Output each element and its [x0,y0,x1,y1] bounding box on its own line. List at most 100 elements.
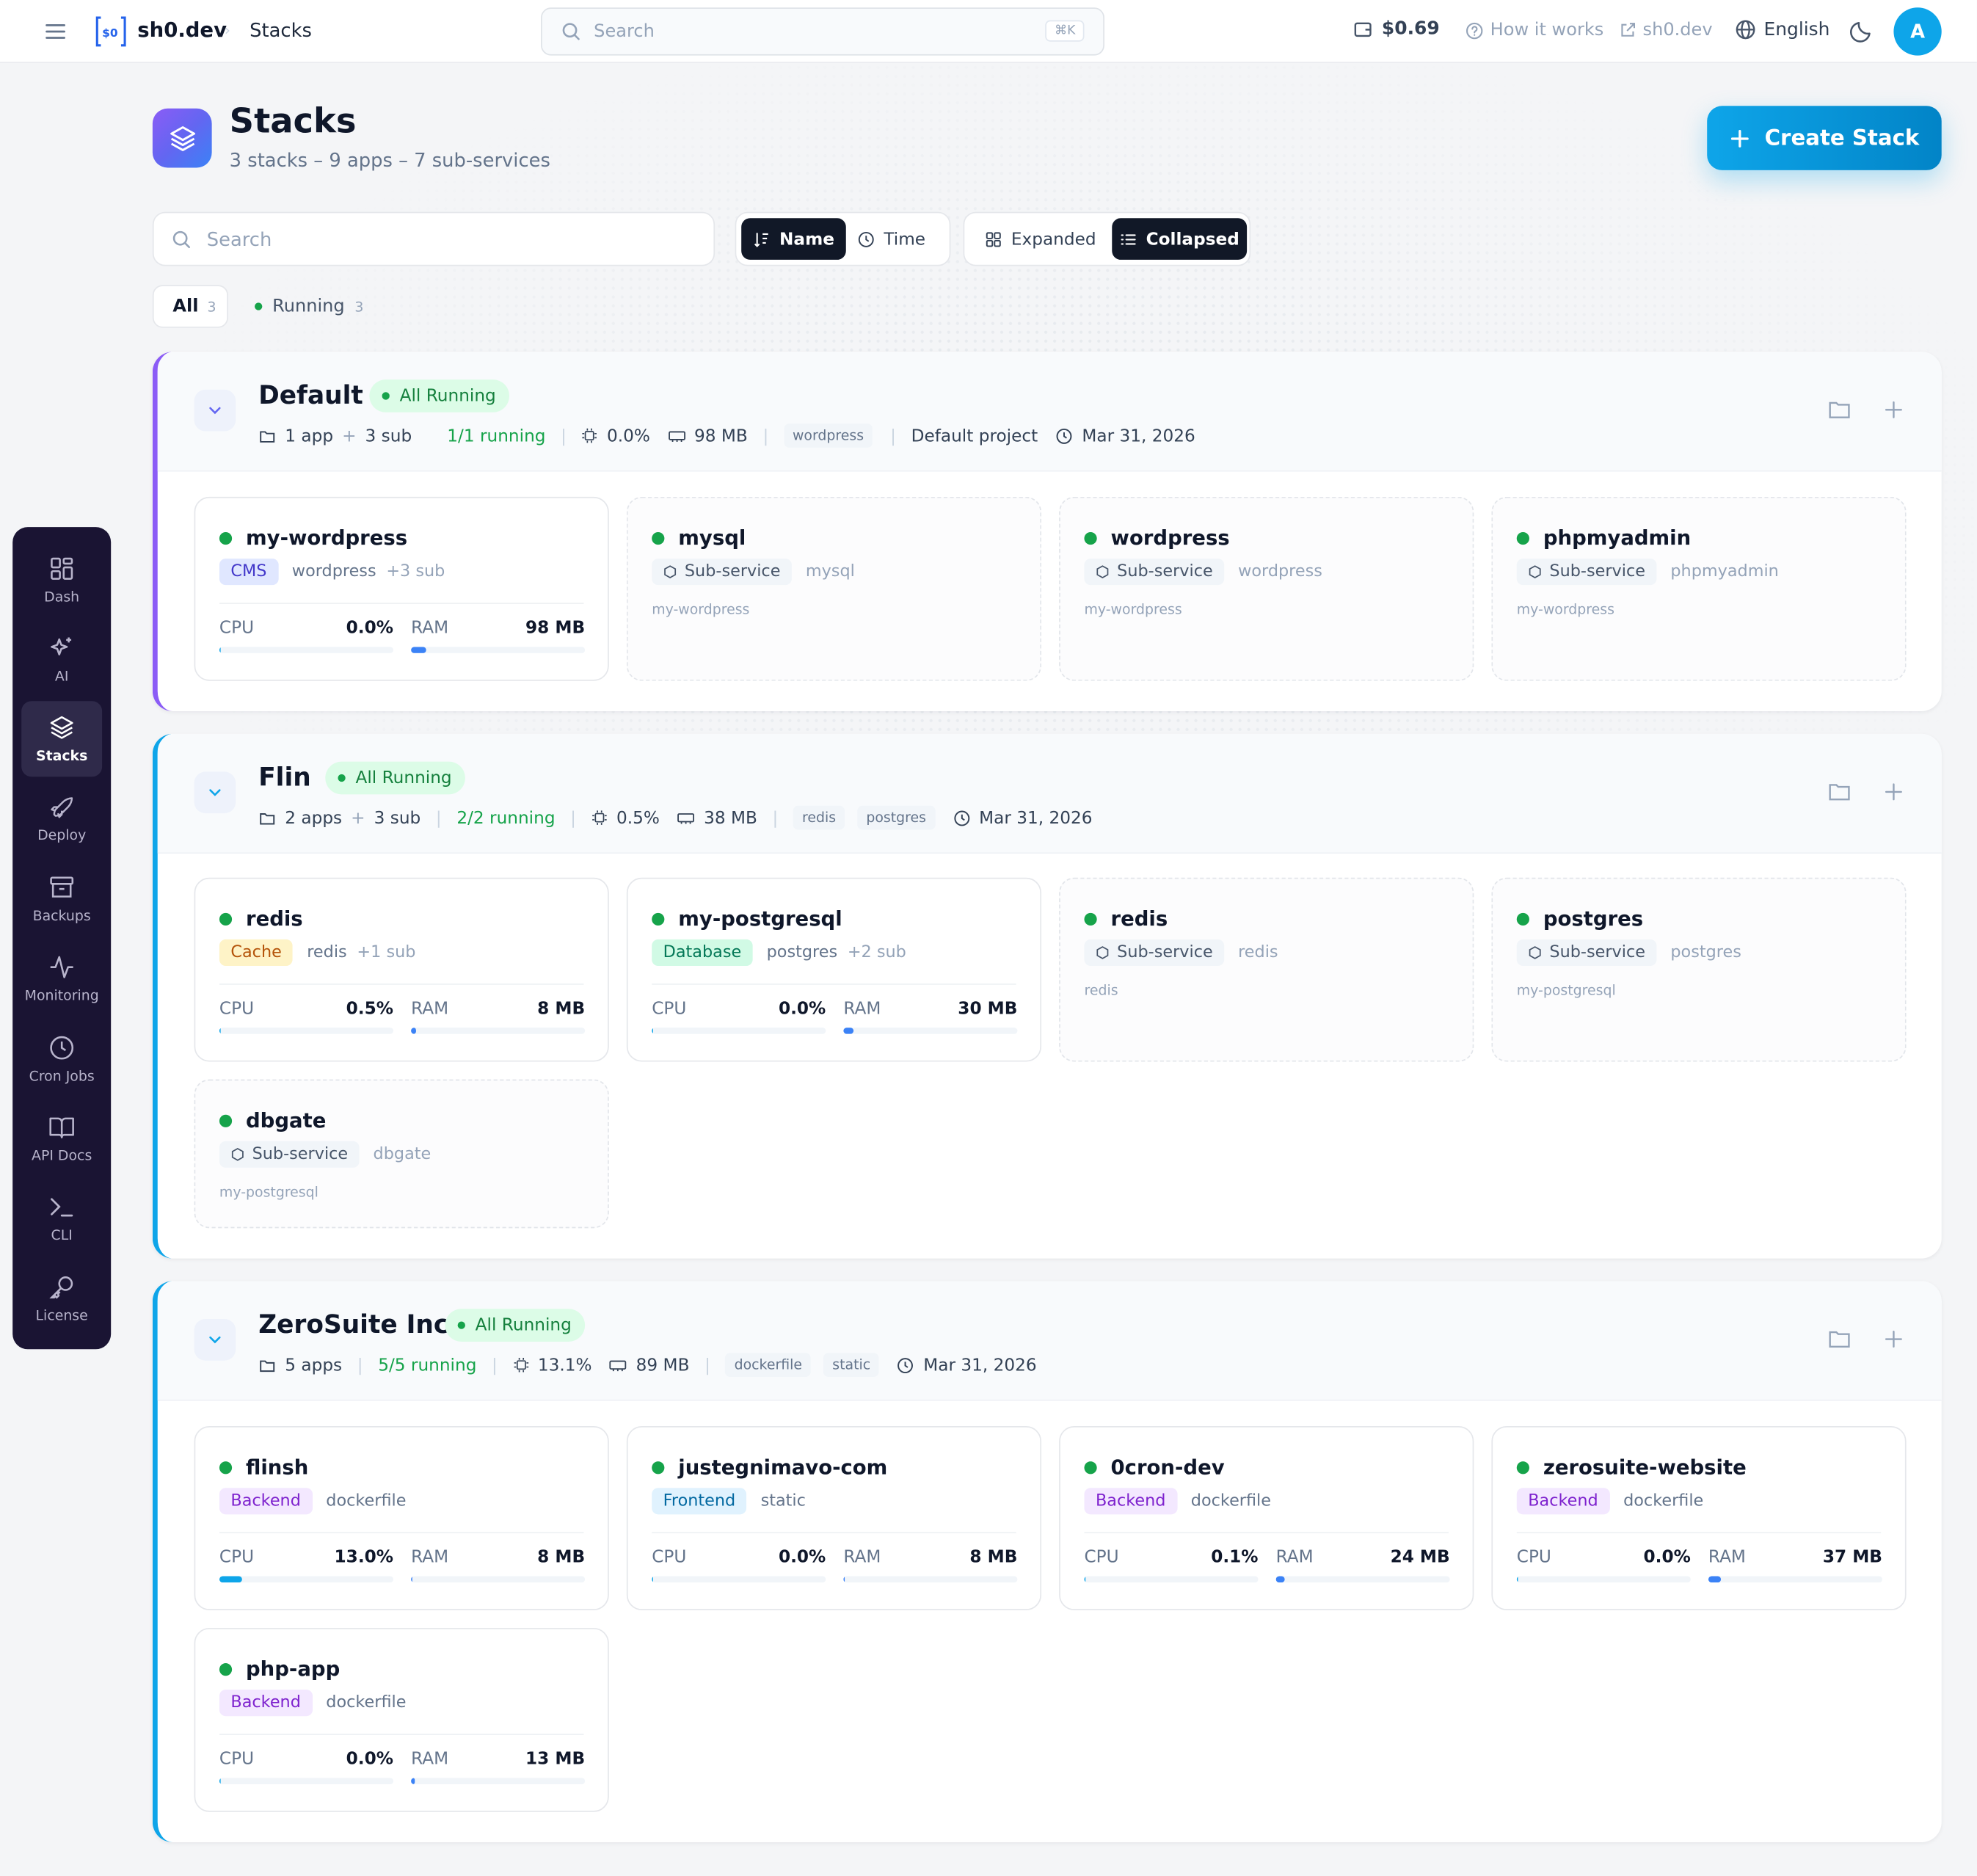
sidebar-label: Cron Jobs [29,1068,95,1085]
add-app-icon[interactable] [1884,782,1904,801]
sub-service-card[interactable]: wordpress Sub-service wordpress my-wordpr… [1059,496,1474,681]
app-card[interactable]: my-wordpress CMS wordpress +3 sub CPU 0.0% … [194,496,609,681]
status-label: All Running [399,385,496,407]
create-stack-button[interactable]: Create Stack [1707,106,1942,170]
filter-all-chip[interactable]: All 3 [152,285,228,328]
clock-icon [50,1036,74,1060]
clock-icon [953,810,969,826]
status-dot [1084,531,1097,545]
sidebar-item-cli[interactable]: CLI [21,1180,102,1256]
running-dot [255,302,263,310]
sidebar-item-stacks[interactable]: Stacks [21,701,103,777]
wallet-icon [1354,22,1372,37]
grid-icon [986,231,1001,247]
external-site-link[interactable]: sh0.dev [1619,20,1713,40]
view-expanded-button[interactable]: Expanded [985,218,1096,260]
app-name: flinsh [246,1455,309,1480]
chevron-down-icon[interactable] [194,389,236,432]
sub-service-card[interactable]: phpmyadmin Sub-service phpmyadmin my-word… [1491,496,1907,681]
app-card[interactable]: 0cron-dev Backend dockerfile CPU 0.1% RAM 2… [1059,1426,1474,1610]
add-app-icon[interactable] [1884,1329,1904,1349]
filter-running-chip[interactable]: Running 3 [255,285,363,327]
chevron-down-icon[interactable] [194,1319,236,1361]
sort-icon [754,232,768,247]
archive-icon [50,876,74,898]
service-name: wordpress [1110,526,1230,550]
sidebar-label: AI [54,668,69,685]
usage-bar-fill [843,1028,854,1034]
usage-bar-fill [652,1028,654,1034]
app-card[interactable]: redis Cache redis +1 sub CPU 0.5% RAM 8 MB [194,877,609,1062]
usage-bar-fill [219,647,222,653]
sort-name-button[interactable]: Name [741,218,846,260]
add-app-icon[interactable] [1884,400,1904,420]
type-badge: CMS [219,559,278,586]
sub-service-card[interactable]: dbgate Sub-service dbgate my-postgresql [194,1079,609,1229]
app-card[interactable]: justegnimavo-com Frontend static CPU 0.0% … [626,1426,1042,1610]
usage-bar-fill [1084,1576,1086,1583]
sidebar-item-deploy[interactable]: Deploy [21,780,102,856]
apps-count: 5 apps [285,1354,343,1375]
image-tag: static [823,1353,880,1378]
folder-icon[interactable] [1828,1329,1851,1349]
status-dot [1084,1461,1097,1474]
sort-time-button[interactable]: Time [857,218,945,260]
stack-group: Flin All Running 2 apps +3 sub | 2/2 runni… [152,733,1942,1259]
status-dot [219,1461,233,1474]
folder-icon[interactable] [1828,782,1851,801]
usage-bar-fill [411,647,427,653]
stack-search-input[interactable]: Search [152,211,716,266]
ram-total: 89 MB [636,1354,690,1375]
image-name: dbgate [373,1144,432,1164]
sidebar-item-dash[interactable]: Dash [21,542,102,618]
language-selector[interactable]: English [1735,19,1829,40]
stack-name: ZeroSuite Inc [258,1309,449,1339]
app-card[interactable]: flinsh Backend dockerfile CPU 13.0% RAM 8 M… [194,1426,609,1610]
image-tag: redis [793,805,845,830]
clock-icon [898,1357,914,1373]
sidebar-item-cron-jobs[interactable]: Cron Jobs [21,1022,102,1097]
sidebar-item-ai[interactable]: AI [21,622,102,697]
sidebar-item-api-docs[interactable]: API Docs [21,1101,102,1177]
wallet-balance[interactable]: $0.69 [1352,19,1440,39]
ram-total: 38 MB [704,807,757,828]
global-search-input[interactable]: Search ⌘K [541,7,1104,56]
image-name: mysql [805,562,855,581]
sidebar-item-monitoring[interactable]: Monitoring [21,941,102,1017]
sidebar-item-backups[interactable]: Backups [21,861,102,937]
created-date: Mar 31, 2026 [979,807,1093,828]
sub-service-card[interactable]: redis Sub-service redis redis [1059,877,1474,1062]
stack-header[interactable]: ZeroSuite Inc All Running 5 apps | 5/5 ru… [157,1281,1942,1401]
stack-header[interactable]: Default All Running 1 app +3 sub 1/1 runn… [157,352,1942,472]
sub-service-card[interactable]: postgres Sub-service postgres my-postgres… [1491,877,1907,1062]
image-name: redis [1238,943,1278,962]
view-collapsed-button[interactable]: Collapsed [1112,218,1248,260]
avatar[interactable]: A [1893,7,1942,56]
globe-icon [1736,20,1755,40]
parent-app: my-postgresql [219,1184,318,1201]
breadcrumb-current[interactable]: Stacks [250,18,312,42]
folder-icon[interactable] [1828,400,1851,420]
sub-service-card[interactable]: mysql Sub-service mysql my-wordpress [626,496,1042,681]
status-dot [652,1461,665,1474]
chevron-down-icon[interactable] [194,771,236,814]
cpu-icon [513,1357,528,1373]
sidebar-item-license[interactable]: License [21,1261,102,1337]
image-name: phpmyadmin [1670,562,1779,581]
brand-name[interactable]: sh0.dev [137,18,227,42]
cpu-icon [592,810,607,825]
status-label: All Running [355,768,452,788]
app-name: my-wordpress [246,526,408,550]
app-card[interactable]: php-app Backend dockerfile CPU 0.0% RAM 13 … [194,1627,609,1812]
app-card[interactable]: zerosuite-website Backend dockerfile CPU 0… [1491,1426,1907,1610]
app-card[interactable]: my-postgresql Database postgres +2 sub CPU… [626,877,1042,1062]
moon-icon[interactable] [1849,19,1874,43]
sub-service-badge: Sub-service [1084,939,1225,966]
sidebar-label: API Docs [32,1147,92,1164]
how-it-works-link[interactable]: How it works [1465,20,1603,40]
image-tag: postgres [857,805,936,830]
menu-icon[interactable] [44,20,67,43]
stack-header[interactable]: Flin All Running 2 apps +3 sub | 2/2 runni… [157,733,1942,854]
logo[interactable]: $0 [93,15,128,48]
breadcrumb-separator: › [224,21,231,40]
